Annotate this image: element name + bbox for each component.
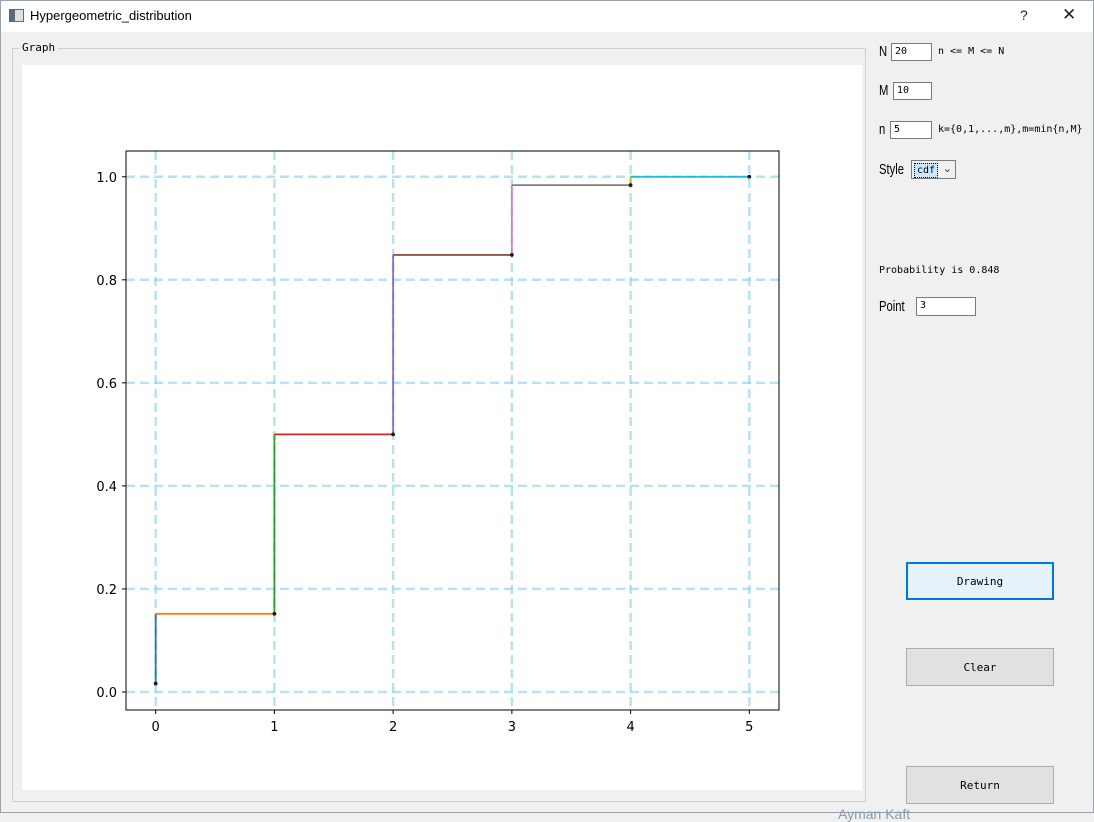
- clear-button[interactable]: Clear: [906, 648, 1054, 686]
- graph-group-label: Graph: [19, 41, 59, 54]
- point-input[interactable]: 3: [916, 297, 976, 316]
- watermark-text: Ayman Kaft: [838, 806, 911, 822]
- n-total-hint: n <= M <= N: [938, 46, 1005, 57]
- y-tick-label: 0.8: [96, 274, 117, 289]
- n-sample-label: n: [879, 121, 886, 138]
- m-label: M: [879, 82, 889, 99]
- k-range-hint: k={0,1,...,m},m=min{n,M}: [938, 124, 1083, 135]
- x-tick-label: 3: [508, 720, 516, 735]
- data-point: [747, 174, 752, 179]
- n-total-label: N: [879, 43, 888, 60]
- window-title: Hypergeometric_distribution: [30, 8, 192, 23]
- chevron-down-icon: ⌄: [942, 162, 952, 175]
- x-tick-label: 2: [389, 720, 397, 735]
- close-icon[interactable]: ✕: [1062, 5, 1077, 24]
- point-label: Point: [879, 298, 905, 315]
- y-tick-label: 0.6: [96, 377, 117, 392]
- return-button[interactable]: Return: [906, 766, 1054, 804]
- data-point: [153, 681, 158, 686]
- y-tick-label: 1.0: [96, 171, 117, 186]
- m-input[interactable]: 10: [893, 82, 932, 100]
- style-label: Style: [879, 161, 905, 178]
- title-bar[interactable]: Hypergeometric_distribution ? ✕: [0, 0, 1094, 32]
- x-tick-label: 4: [626, 720, 634, 735]
- y-tick-label: 0.0: [96, 686, 117, 701]
- data-point: [628, 183, 633, 188]
- x-tick-label: 0: [152, 720, 160, 735]
- graph-group: [12, 48, 866, 802]
- data-point: [272, 611, 277, 616]
- y-tick-label: 0.2: [96, 583, 117, 598]
- x-tick-label: 1: [270, 720, 278, 735]
- help-button[interactable]: ?: [1020, 7, 1028, 23]
- style-selected-value: cdf: [914, 163, 939, 178]
- probability-text: Probability is 0.848: [879, 265, 1000, 276]
- app-icon: [9, 9, 24, 22]
- style-select[interactable]: cdf ⌄: [911, 160, 956, 179]
- drawing-button[interactable]: Drawing: [906, 562, 1054, 600]
- cdf-chart: 0 1 2 3 4 5 0.0 0.2 0.4 0.6 0.8 1.0: [96, 150, 780, 735]
- axes-frame: [125, 150, 780, 711]
- n-sample-input[interactable]: 5: [890, 121, 932, 139]
- x-tick-label: 5: [745, 720, 753, 735]
- data-point: [391, 432, 396, 437]
- y-tick-label: 0.4: [96, 480, 117, 495]
- plot-canvas: 0 1 2 3 4 5 0.0 0.2 0.4 0.6 0.8 1.0: [22, 65, 862, 790]
- n-total-input[interactable]: 20: [891, 43, 932, 61]
- data-point: [509, 253, 514, 257]
